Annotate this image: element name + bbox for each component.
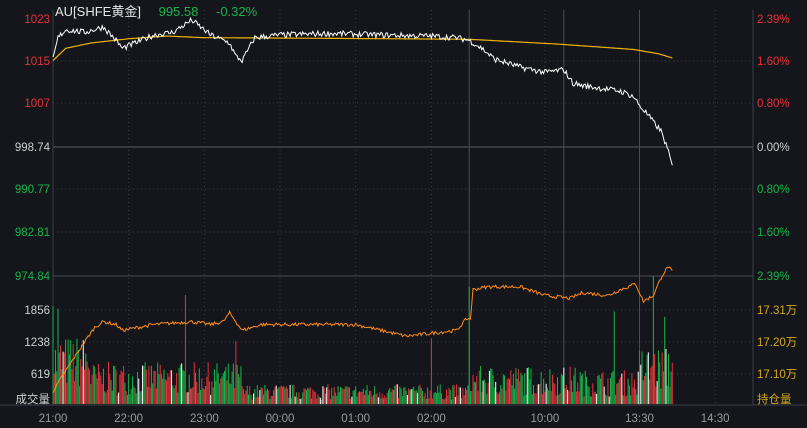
percent-tick-label: 0.80%: [757, 98, 790, 110]
price-tick-label: 998.74: [15, 142, 51, 154]
price-tick-label: 974.84: [15, 271, 51, 283]
percent-tick-label: 1.60%: [757, 56, 790, 68]
change-percent: -0.32%: [215, 4, 258, 19]
volume-tick-label: 1856: [24, 305, 50, 317]
average-price-line: [52, 35, 673, 62]
price-tick-label: 1023: [24, 14, 50, 26]
time-tick-label: 10:00: [531, 413, 560, 425]
oi-tick-label: 17.20万: [757, 337, 797, 349]
time-tick-label: 23:00: [190, 413, 219, 425]
percent-tick-label: 2.39%: [757, 14, 790, 26]
oi-tick-label: 17.10万: [757, 369, 797, 381]
volume-tick-label: 1238: [24, 337, 50, 349]
chart-header: AU[SHFE黄金] 995.58 -0.32%: [55, 1, 271, 20]
oi-tick-label: 17.31万: [757, 305, 797, 317]
percent-tick-label: 1.60%: [757, 227, 790, 239]
volume-axis-label: 成交量: [16, 392, 51, 406]
price-tick-label: 990.77: [15, 184, 50, 196]
price-tick-label: 1015: [24, 56, 50, 68]
volume-tick-label: 619: [31, 369, 50, 381]
percent-tick-label: 0.80%: [757, 184, 790, 196]
time-tick-label: 01:00: [341, 413, 370, 425]
last-price: 995.58: [158, 4, 199, 19]
open-interest-line: [52, 266, 673, 394]
time-tick-label: 22:00: [114, 413, 143, 425]
percent-tick-label: 2.39%: [757, 271, 790, 283]
price-line: [52, 16, 673, 166]
percent-tick-label: 0.00%: [757, 142, 790, 154]
time-tick-label: 13:30: [625, 413, 654, 425]
time-tick-label: 14:30: [701, 413, 730, 425]
time-tick-label: 21:00: [39, 413, 68, 425]
time-tick-label: 02:00: [417, 413, 446, 425]
time-tick-label: 00:00: [266, 413, 295, 425]
symbol-name: AU[SHFE黄金]: [55, 4, 141, 19]
price-tick-label: 1007: [24, 98, 50, 110]
price-tick-label: 982.81: [15, 227, 50, 239]
oi-axis-label: 持仓量: [757, 392, 792, 406]
